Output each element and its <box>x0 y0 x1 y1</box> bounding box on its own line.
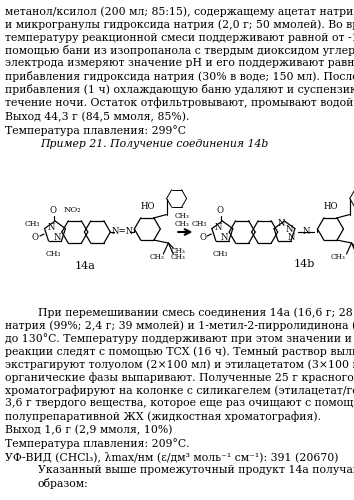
Text: CH₃: CH₃ <box>170 247 185 255</box>
Text: NO₂: NO₂ <box>64 206 81 214</box>
Text: натрия (99%; 2,4 г; 39 ммолей) и 1-метил-2-пирролидинона (100 мл) нагревают: натрия (99%; 2,4 г; 39 ммолей) и 1-метил… <box>5 320 354 330</box>
Text: N: N <box>303 228 310 236</box>
Text: CH₃: CH₃ <box>331 253 346 261</box>
Text: хроматографируют на колонке с силикагелем (этилацетат/гексан 2:8) и получают: хроматографируют на колонке с силикагеле… <box>5 385 354 396</box>
Text: органические фазы выпаривают. Полученные 25 г красного масла: органические фазы выпаривают. Полученные… <box>5 372 354 383</box>
Text: экстрагируют толуолом (2×100 мл) и этилацетатом (3×100 мл) и собранные: экстрагируют толуолом (2×100 мл) и этила… <box>5 359 354 370</box>
Text: N: N <box>278 220 285 228</box>
Text: Температура плавления: 209°С.: Температура плавления: 209°С. <box>5 438 189 449</box>
Text: CH₃: CH₃ <box>175 212 189 220</box>
Text: до 130°С. Температуру поддерживают при этом значении и за протеканием: до 130°С. Температуру поддерживают при э… <box>5 333 354 344</box>
Text: Выход 1,6 г (2,9 ммоля, 10%): Выход 1,6 г (2,9 ммоля, 10%) <box>5 425 172 436</box>
Text: N: N <box>286 224 293 234</box>
Text: Выход 44,3 г (84,5 ммоля, 85%).: Выход 44,3 г (84,5 ммоля, 85%). <box>5 112 189 122</box>
Text: CH₃: CH₃ <box>149 253 164 261</box>
Text: образом:: образом: <box>38 478 89 489</box>
Text: При перемешивании смесь соединения 14а (16,6 г; 28 ммолей), азида: При перемешивании смесь соединения 14а (… <box>38 307 354 318</box>
Text: N=N: N=N <box>111 228 133 236</box>
Text: метанол/ксилол (200 мл; 85:15), содержащему ацетат натрия (13,2 г, 160 ммолей): метанол/ксилол (200 мл; 85:15), содержащ… <box>5 6 354 16</box>
Text: 3,6 г твердого вещества, которое еще раз очищают с помощью: 3,6 г твердого вещества, которое еще раз… <box>5 398 354 408</box>
Text: УФ-ВИД (CHCl₃), λmax/нм (ε/дм³ моль⁻¹ см⁻¹): 391 (20670): УФ-ВИД (CHCl₃), λmax/нм (ε/дм³ моль⁻¹ см… <box>5 451 338 462</box>
Text: O: O <box>199 232 206 241</box>
Text: помощью бани из изопропанола с твердым диоксидом углерода; с помощью: помощью бани из изопропанола с твердым д… <box>5 45 354 56</box>
Text: CH₃: CH₃ <box>45 250 61 258</box>
Text: N: N <box>221 234 228 242</box>
Text: реакции следят с помощью ТСХ (16 ч). Темный раствор выливают на лед (200 г),: реакции следят с помощью ТСХ (16 ч). Тем… <box>5 346 354 356</box>
Text: HO: HO <box>323 202 338 211</box>
Text: CH₃: CH₃ <box>192 220 207 228</box>
Text: полупрепаративной ЖХ (жидкостная хроматография).: полупрепаративной ЖХ (жидкостная хромато… <box>5 411 321 422</box>
Text: 14b: 14b <box>294 259 315 269</box>
Text: температуру реакционной смеси поддерживают равной от -15 до -5°С с: температуру реакционной смеси поддержива… <box>5 32 354 43</box>
Text: Пример 21. Получение соединения 14b: Пример 21. Получение соединения 14b <box>40 139 268 149</box>
Text: CH₃: CH₃ <box>213 250 228 258</box>
Text: прибавления гидроксида натрия (30% в воде; 150 мл). После завершения: прибавления гидроксида натрия (30% в вод… <box>5 71 354 82</box>
Text: прибавления (1 ч) охлаждающую баню удаляют и суспензию перемешивают в: прибавления (1 ч) охлаждающую баню удаля… <box>5 84 354 95</box>
Text: HO: HO <box>140 202 155 211</box>
Text: и микрогранулы гидроксида натрия (2,0 г; 50 ммолей). Во время прибавления: и микрогранулы гидроксида натрия (2,0 г;… <box>5 19 354 30</box>
Text: O: O <box>217 206 224 215</box>
Text: CH₃: CH₃ <box>175 220 189 228</box>
Text: O: O <box>32 232 39 241</box>
Text: CH₃: CH₃ <box>25 220 40 228</box>
Text: 14a: 14a <box>75 261 96 271</box>
Text: N: N <box>53 234 61 242</box>
Text: Температура плавления: 299°С: Температура плавления: 299°С <box>5 125 186 136</box>
Text: течение ночи. Остаток отфильтровывают, промывают водой и сушат.: течение ночи. Остаток отфильтровывают, п… <box>5 97 354 108</box>
Text: электрода измеряют значение рН и его поддерживают равным от 7 до 12 путем: электрода измеряют значение рН и его под… <box>5 58 354 68</box>
Text: N: N <box>288 234 295 242</box>
Text: CH₃: CH₃ <box>170 253 185 261</box>
Text: N: N <box>47 224 55 232</box>
Text: O: O <box>50 206 57 215</box>
Text: Указанный выше промежуточный продукт 14а получают следующим: Указанный выше промежуточный продукт 14а… <box>38 465 354 475</box>
Text: N: N <box>215 224 222 232</box>
